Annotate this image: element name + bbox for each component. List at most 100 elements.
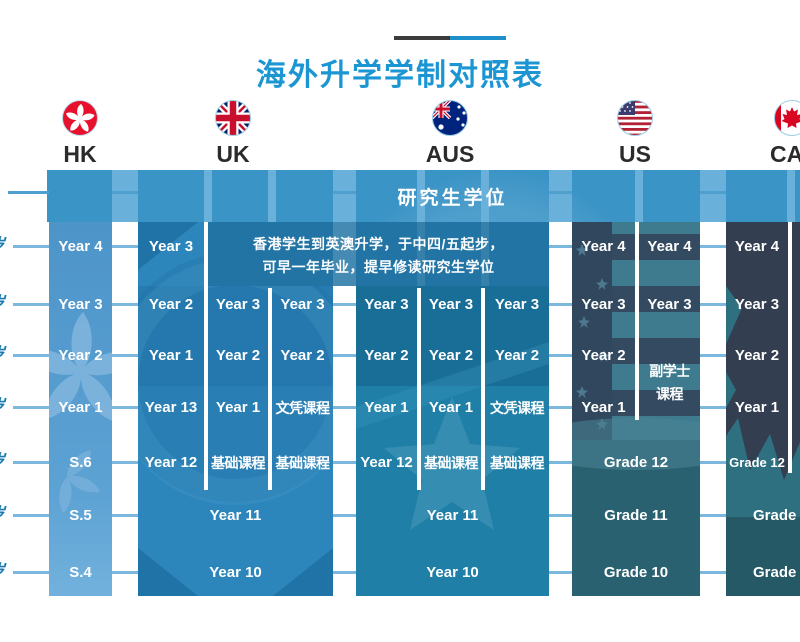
us-flag-icon bbox=[617, 100, 653, 136]
band-divider-strip bbox=[481, 170, 489, 222]
connector-line bbox=[549, 191, 572, 194]
ca-column bbox=[726, 222, 800, 596]
aus-flag-icon bbox=[432, 100, 468, 136]
uk-full-cell: Year 10 bbox=[209, 564, 262, 581]
aus-sub1-cell: Year 2 bbox=[364, 347, 409, 364]
us-sub2-cell: Year 4 bbox=[647, 238, 692, 255]
connector-line bbox=[333, 303, 356, 306]
uk-sub1-cell: Year 2 bbox=[148, 296, 194, 313]
hk-cell: Year 3 bbox=[58, 296, 103, 313]
annotation-strip bbox=[417, 222, 425, 286]
connector-line bbox=[333, 406, 356, 409]
band-divider-strip bbox=[268, 170, 276, 222]
connector-line bbox=[8, 191, 49, 194]
uk-sub3-cell: Year 3 bbox=[280, 296, 325, 313]
annotation-box: 香港学生到英澳升学，于中四/五起步， 可早一年毕业，提早修读研究生学位 bbox=[208, 222, 549, 286]
ca-flag-icon bbox=[774, 100, 800, 136]
uk-sub3-cell: 文凭课程 bbox=[275, 400, 331, 416]
aus-sub1-cell: Year 1 bbox=[364, 399, 409, 416]
band-divider-strip bbox=[417, 170, 425, 222]
uk-sub1-cell: Year 3 bbox=[148, 238, 194, 255]
connector-line bbox=[112, 571, 138, 574]
hk-cell: Year 2 bbox=[58, 347, 103, 364]
ca-sub1-cell: Year 3 bbox=[734, 296, 780, 313]
connector-line bbox=[13, 245, 49, 248]
uk-sub2-cell: 基础课程 bbox=[211, 455, 266, 471]
connector-line bbox=[549, 406, 572, 409]
aus-full-cell: Year 10 bbox=[426, 564, 479, 581]
us-full-cell: Grade 10 bbox=[603, 564, 669, 581]
us-sub1-cell: Year 3 bbox=[581, 296, 626, 313]
uk-sub1-cell: Year 13 bbox=[144, 399, 198, 416]
annotation-line-1: 香港学生到英澳升学，于中四/五起步， bbox=[253, 236, 504, 252]
uk-flag-icon bbox=[215, 100, 251, 136]
aus-sub2-cell: Year 3 bbox=[428, 296, 474, 313]
title-rule-dark bbox=[394, 36, 450, 40]
connector-line bbox=[700, 461, 726, 464]
connector-line bbox=[112, 191, 138, 194]
connector-line bbox=[112, 461, 138, 464]
band-gap-strip bbox=[549, 170, 572, 222]
star-pattern bbox=[384, 397, 520, 530]
ca-sub1-cell: Year 1 bbox=[734, 399, 780, 416]
hk-flag-icon bbox=[62, 100, 98, 136]
connector-line bbox=[13, 514, 49, 517]
band-divider-strip bbox=[204, 170, 212, 222]
connector-line bbox=[333, 571, 356, 574]
us-full-cell: Grade 12 bbox=[603, 454, 669, 471]
aus-sub2-cell: Year 2 bbox=[428, 347, 474, 364]
aus-divider-2 bbox=[481, 288, 485, 490]
aus-sub1-cell: Year 3 bbox=[364, 296, 409, 313]
aus-sub2-cell: Year 1 bbox=[428, 399, 474, 416]
ca-sub1-cell: Year 4 bbox=[734, 238, 780, 255]
connector-line bbox=[700, 514, 726, 517]
maple-pattern bbox=[726, 222, 800, 480]
connector-line bbox=[700, 354, 726, 357]
country-label-uk: UK bbox=[216, 141, 250, 167]
connector-line bbox=[549, 303, 572, 306]
uk-full-cell: Year 11 bbox=[209, 507, 262, 524]
postgraduate-band-label: 研究生学位 bbox=[397, 188, 508, 209]
connector-line bbox=[13, 461, 49, 464]
connector-line bbox=[13, 303, 49, 306]
age-axis-label: 岁 bbox=[0, 451, 11, 473]
connector-line bbox=[112, 303, 138, 306]
aus-sub2-cell: 基础课程 bbox=[424, 455, 479, 471]
connector-line bbox=[112, 245, 138, 248]
connector-line bbox=[700, 406, 726, 409]
ca-full-cell: Grade 11 bbox=[753, 507, 800, 524]
connector-line bbox=[700, 245, 726, 248]
connector-line bbox=[700, 191, 726, 194]
hk-column bbox=[49, 222, 112, 596]
us-full-cell: Grade 11 bbox=[604, 507, 668, 524]
connector-line bbox=[112, 354, 138, 357]
connector-line bbox=[549, 461, 572, 464]
us-divider bbox=[635, 222, 639, 420]
us-sub2-cell: Year 3 bbox=[647, 296, 692, 313]
connector-line bbox=[549, 354, 572, 357]
ca-full-cell: Grade 10 bbox=[753, 564, 800, 581]
connector-line bbox=[333, 191, 356, 194]
country-label-ca: CA bbox=[770, 141, 800, 167]
connector-line bbox=[333, 354, 356, 357]
age-axis-label: 岁 bbox=[0, 504, 11, 526]
age-axis-label: 岁 bbox=[0, 344, 11, 366]
connector-line bbox=[549, 514, 572, 517]
country-label-aus: AUS bbox=[425, 141, 475, 167]
aus-divider-1 bbox=[417, 288, 421, 490]
us-sub1-cell: Year 4 bbox=[581, 238, 626, 255]
aus-sub3-cell: Year 3 bbox=[494, 296, 540, 313]
hk-cell: S.6 bbox=[69, 454, 92, 471]
hk-cell: S.4 bbox=[69, 564, 92, 581]
annotation-strip bbox=[333, 222, 356, 286]
page-title: 海外升学学制对照表 bbox=[256, 59, 544, 92]
connector-line bbox=[13, 354, 49, 357]
uk-sub2-cell: Year 2 bbox=[215, 347, 261, 364]
connector-line bbox=[700, 303, 726, 306]
us-associate-cell: 课程 bbox=[656, 386, 684, 402]
uk-sub3-cell: Year 2 bbox=[280, 347, 325, 364]
age-axis-label: 岁 bbox=[0, 396, 11, 418]
aus-full-cell: Year 11 bbox=[426, 507, 479, 524]
aus-sub1-cell: Year 12 bbox=[360, 454, 413, 471]
